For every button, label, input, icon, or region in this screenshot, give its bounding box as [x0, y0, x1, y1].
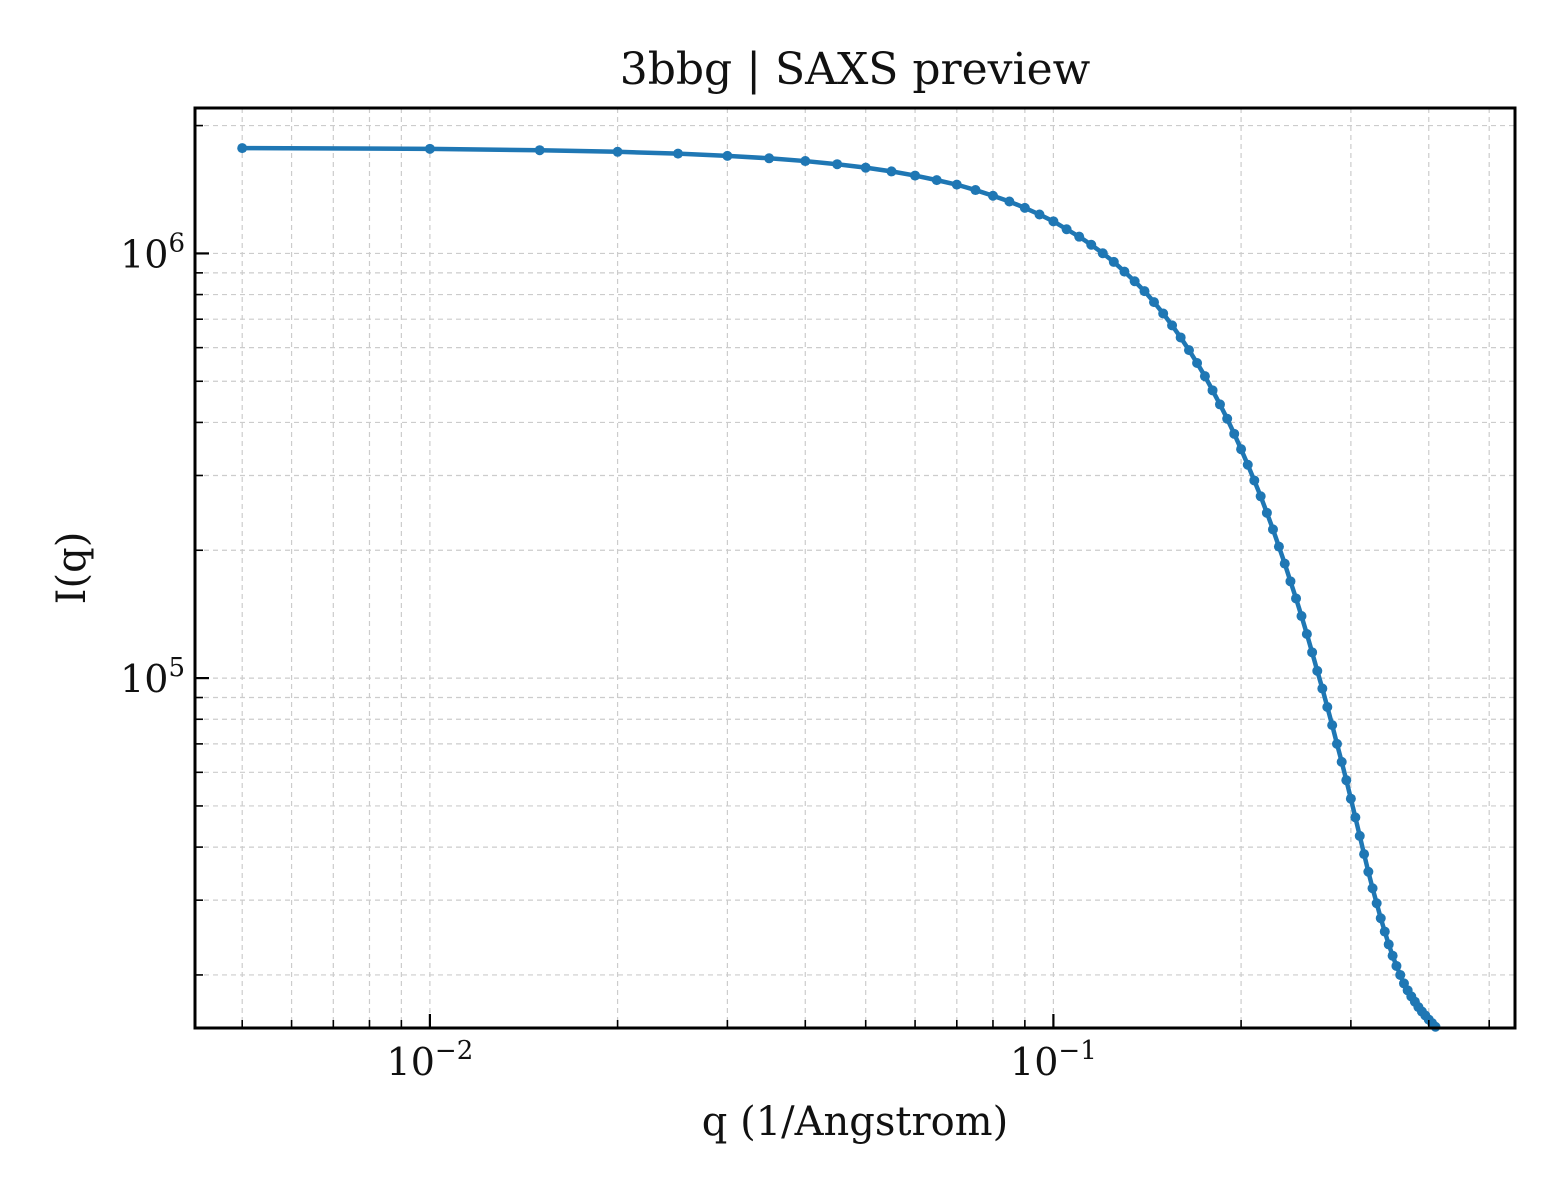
data-point: [1097, 248, 1108, 259]
y-tick-label: 106: [120, 228, 185, 276]
data-point: [1158, 308, 1169, 319]
data-point: [764, 153, 775, 164]
data-point: [1341, 775, 1352, 786]
data-point: [970, 185, 981, 196]
data-point: [1207, 385, 1218, 396]
data-point: [1395, 969, 1406, 980]
x-tick-label: 10−2: [387, 1036, 474, 1084]
data-point: [1322, 701, 1333, 712]
data-point: [1061, 224, 1072, 235]
data-point: [910, 170, 921, 181]
data-point: [1350, 812, 1361, 823]
data-point: [1375, 913, 1386, 924]
data-point: [951, 179, 962, 190]
grid: [195, 108, 1515, 1028]
data-point: [860, 162, 871, 173]
data-point: [1327, 720, 1338, 731]
data-point: [1285, 576, 1296, 587]
plot-frame: [193, 106, 1517, 1030]
data-point: [1183, 345, 1194, 356]
data-point: [1387, 950, 1398, 961]
data-point: [1004, 196, 1015, 207]
series-layer: [237, 143, 1441, 1032]
data-point: [1336, 756, 1347, 767]
data-point: [1296, 611, 1307, 622]
data-point: [1108, 256, 1119, 267]
tick-labels: 10−2 10−1 105 106: [120, 228, 1097, 1084]
data-point: [1119, 266, 1130, 277]
y-axis-title: I(q): [49, 532, 95, 605]
data-point: [832, 159, 843, 170]
data-point: [1167, 320, 1178, 331]
data-point: [1242, 459, 1253, 470]
data-point: [237, 143, 248, 154]
data-point: [1034, 209, 1045, 220]
data-point: [1222, 413, 1233, 424]
data-point: [722, 150, 733, 161]
data-point: [1199, 371, 1210, 382]
chart-title: 3bbg | SAXS preview: [620, 44, 1091, 95]
data-point: [1273, 541, 1284, 552]
data-point: [1363, 866, 1374, 877]
data-point: [1048, 216, 1059, 227]
data-point: [1074, 231, 1085, 242]
data-point: [1229, 428, 1240, 439]
data-point: [1236, 444, 1247, 455]
data-point: [1307, 647, 1318, 658]
data-point: [1149, 297, 1160, 308]
data-point: [987, 190, 998, 201]
data-point: [1359, 849, 1370, 860]
data-point: [673, 148, 684, 159]
data-point: [931, 175, 942, 186]
data-point: [1214, 399, 1225, 410]
y-tick-label: 105: [120, 653, 185, 701]
data-point: [1331, 738, 1342, 749]
data-point: [1312, 665, 1323, 676]
data-point: [1383, 939, 1394, 950]
data-point: [1391, 960, 1402, 971]
data-point: [1019, 202, 1030, 213]
data-point: [1379, 926, 1390, 937]
data-point: [1317, 683, 1328, 694]
data-point: [1279, 558, 1290, 569]
data-point: [1192, 358, 1203, 369]
data-point: [1255, 491, 1266, 502]
data-point: [1175, 332, 1186, 343]
data-point: [1139, 286, 1150, 297]
data-point: [1129, 276, 1140, 287]
ticks: [195, 124, 1490, 1028]
data-point: [612, 146, 623, 157]
data-point: [1086, 239, 1097, 250]
data-point: [1301, 629, 1312, 640]
data-point: [1345, 793, 1356, 804]
data-point: [424, 143, 435, 154]
data-point: [886, 166, 897, 177]
data-point: [1267, 524, 1278, 535]
data-point: [1371, 898, 1382, 909]
data-point: [1354, 830, 1365, 841]
x-tick-label: 10−1: [1010, 1036, 1097, 1084]
data-point: [534, 145, 545, 156]
data-point: [800, 156, 811, 167]
x-axis-title: q (1/Angstrom): [702, 1099, 1008, 1145]
data-point: [1367, 883, 1378, 894]
series-line: [242, 145, 1438, 1029]
data-point: [1261, 507, 1272, 518]
data-point: [1249, 475, 1260, 486]
data-point: [1291, 593, 1302, 604]
